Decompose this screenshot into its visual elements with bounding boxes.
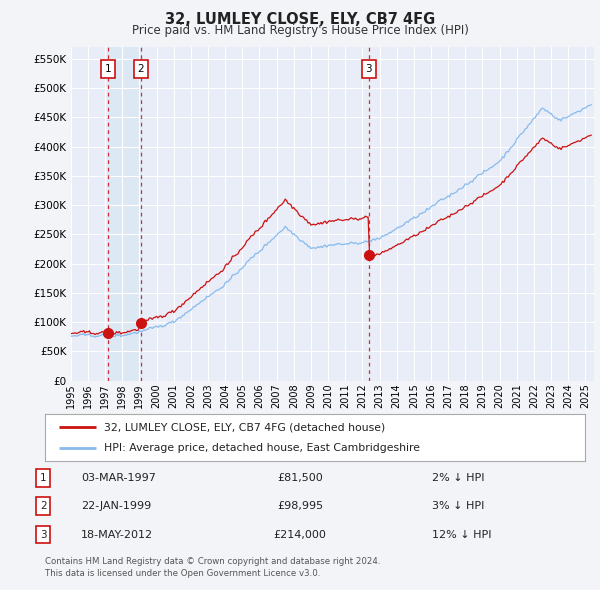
Text: 2: 2 bbox=[40, 502, 47, 511]
Text: £81,500: £81,500 bbox=[277, 473, 323, 483]
Text: 18-MAY-2012: 18-MAY-2012 bbox=[81, 530, 153, 539]
Text: 1: 1 bbox=[40, 473, 47, 483]
Text: 12% ↓ HPI: 12% ↓ HPI bbox=[432, 530, 491, 539]
Text: 2% ↓ HPI: 2% ↓ HPI bbox=[432, 473, 485, 483]
Text: Price paid vs. HM Land Registry's House Price Index (HPI): Price paid vs. HM Land Registry's House … bbox=[131, 24, 469, 37]
Text: 3: 3 bbox=[365, 64, 372, 74]
Text: 1: 1 bbox=[105, 64, 112, 74]
Text: 3: 3 bbox=[40, 530, 47, 539]
Text: HPI: Average price, detached house, East Cambridgeshire: HPI: Average price, detached house, East… bbox=[104, 443, 421, 453]
Text: 22-JAN-1999: 22-JAN-1999 bbox=[81, 502, 151, 511]
Text: £214,000: £214,000 bbox=[274, 530, 326, 539]
Text: 32, LUMLEY CLOSE, ELY, CB7 4FG (detached house): 32, LUMLEY CLOSE, ELY, CB7 4FG (detached… bbox=[104, 422, 386, 432]
Text: 32, LUMLEY CLOSE, ELY, CB7 4FG: 32, LUMLEY CLOSE, ELY, CB7 4FG bbox=[165, 12, 435, 27]
Text: 03-MAR-1997: 03-MAR-1997 bbox=[81, 473, 156, 483]
Text: 2: 2 bbox=[137, 64, 144, 74]
Text: Contains HM Land Registry data © Crown copyright and database right 2024.
This d: Contains HM Land Registry data © Crown c… bbox=[45, 558, 380, 578]
Text: £98,995: £98,995 bbox=[277, 502, 323, 511]
Bar bbox=[108, 47, 140, 381]
Text: 3% ↓ HPI: 3% ↓ HPI bbox=[432, 502, 484, 511]
